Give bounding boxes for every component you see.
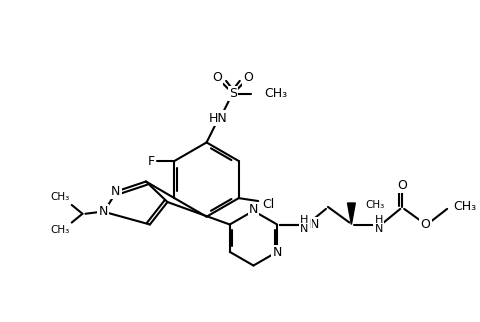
Text: HN: HN: [209, 111, 228, 125]
Text: N: N: [374, 224, 383, 234]
Polygon shape: [348, 203, 355, 224]
Text: O: O: [397, 179, 407, 192]
Text: N: N: [98, 205, 108, 218]
Text: F: F: [147, 155, 155, 167]
Text: CH₃: CH₃: [453, 200, 476, 213]
Text: S: S: [229, 87, 237, 100]
Text: CH₃: CH₃: [50, 192, 70, 202]
Text: CH₃: CH₃: [50, 225, 70, 235]
Text: H: H: [302, 218, 311, 231]
Text: CH₃: CH₃: [264, 87, 288, 100]
Text: N: N: [300, 224, 309, 234]
Text: Cl: Cl: [262, 198, 274, 212]
Text: N: N: [310, 218, 319, 231]
Text: H: H: [374, 215, 383, 225]
Text: O: O: [420, 218, 431, 231]
Text: O: O: [244, 71, 253, 84]
Text: N: N: [273, 246, 282, 259]
Text: N: N: [111, 185, 120, 198]
Text: N: N: [249, 204, 258, 216]
Text: CH₃: CH₃: [365, 200, 384, 210]
Text: H: H: [302, 218, 311, 231]
Text: O: O: [212, 71, 222, 84]
Text: H: H: [300, 215, 309, 225]
